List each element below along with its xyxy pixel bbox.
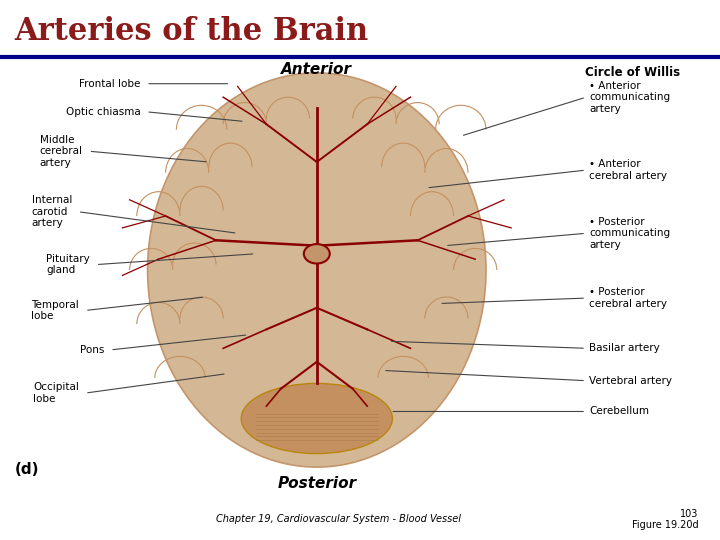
Text: Vertebral artery: Vertebral artery [589,376,672,386]
Text: • Anterior
communicating
artery: • Anterior communicating artery [589,80,670,114]
Text: Pons: Pons [80,345,104,355]
Text: • Posterior
communicating
artery: • Posterior communicating artery [589,217,670,250]
Text: Pituitary
gland: Pituitary gland [46,254,90,275]
Text: Cerebellum: Cerebellum [589,407,649,416]
Ellipse shape [148,73,486,467]
Text: Arteries of the Brain: Arteries of the Brain [14,16,369,47]
Text: (d): (d) [14,462,39,477]
Text: Anterior: Anterior [282,62,352,77]
Text: • Posterior
cerebral artery: • Posterior cerebral artery [589,287,667,309]
Text: Temporal
lobe: Temporal lobe [32,300,79,321]
Text: Chapter 19, Cardiovascular System - Blood Vessel: Chapter 19, Cardiovascular System - Bloo… [216,515,461,524]
Text: Figure 19.20d: Figure 19.20d [631,520,698,530]
Text: • Anterior
cerebral artery: • Anterior cerebral artery [589,159,667,181]
Text: 103: 103 [680,509,698,519]
Text: Frontal lobe: Frontal lobe [79,79,140,89]
Text: Occipital
lobe: Occipital lobe [33,382,79,404]
Text: Middle
cerebral
artery: Middle cerebral artery [40,134,83,168]
Text: Posterior: Posterior [277,476,356,491]
Circle shape [304,244,330,264]
Text: Circle of Willis: Circle of Willis [585,66,680,79]
Text: Internal
carotid
artery: Internal carotid artery [32,195,72,228]
Ellipse shape [241,383,392,454]
Text: Optic chiasma: Optic chiasma [66,107,140,117]
Text: Basilar artery: Basilar artery [589,343,660,353]
